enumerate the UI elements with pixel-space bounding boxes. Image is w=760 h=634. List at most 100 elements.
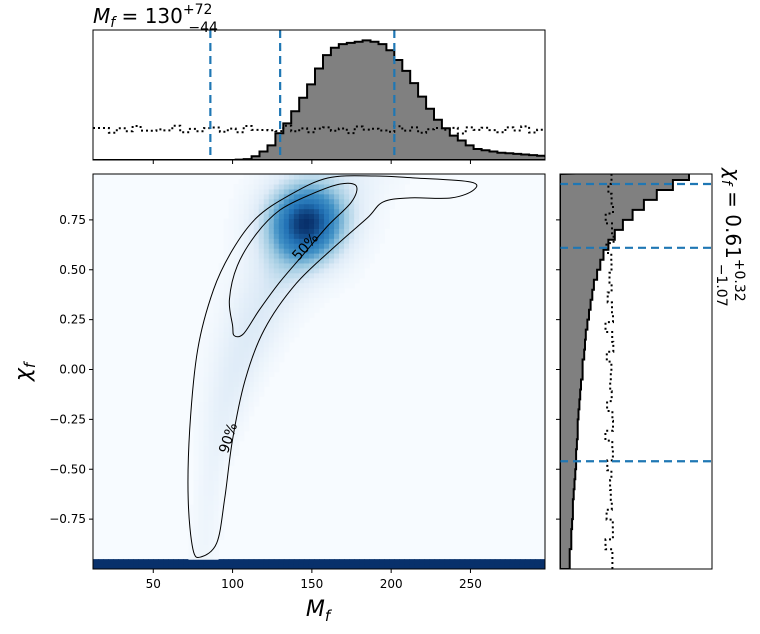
density-cell [313, 262, 320, 269]
density-cell [298, 218, 305, 224]
density-cell [449, 564, 456, 569]
density-cell [273, 188, 280, 195]
density-cell [459, 559, 466, 565]
density-cell [288, 292, 295, 299]
density-cell [203, 460, 210, 466]
density-cell [324, 174, 330, 180]
density-cell [253, 208, 260, 215]
density-cell [173, 564, 179, 569]
density-cell [319, 198, 325, 205]
density-cell [223, 223, 230, 229]
density-cell [138, 559, 144, 565]
density-cell [148, 564, 154, 569]
density-cell [238, 396, 245, 402]
density-cell [238, 218, 245, 224]
density-cell [359, 213, 365, 220]
density-cell [233, 336, 240, 343]
density-cell [329, 564, 335, 569]
density-cell [228, 223, 235, 229]
density-cell [218, 272, 225, 279]
density-cell [203, 391, 210, 397]
density-cell [248, 198, 255, 205]
density-cell [143, 559, 149, 565]
density-cell [253, 282, 260, 289]
density-cell [223, 346, 230, 353]
density-cell [379, 183, 385, 190]
density-cell [233, 327, 240, 333]
density-cell [193, 391, 200, 397]
density-cell [334, 253, 340, 259]
density-cell [178, 559, 184, 565]
density-cell [319, 262, 325, 269]
density-cell [223, 287, 230, 294]
density-cell [324, 272, 330, 279]
density-cell [273, 341, 280, 348]
density-cell [208, 440, 215, 447]
density-cell [208, 504, 215, 511]
mf-histogram-ticks [152, 160, 471, 164]
density-cell [334, 203, 340, 210]
density-cell [394, 183, 400, 190]
density-cell [218, 509, 225, 516]
density-cell [334, 198, 340, 205]
density-cell [253, 317, 260, 323]
density-cell [258, 257, 265, 264]
density-cell [268, 332, 275, 338]
density-cell [258, 381, 265, 387]
density-cell [203, 475, 210, 481]
density-cell [203, 554, 210, 560]
density-cell [344, 248, 350, 254]
density-cell [283, 174, 290, 180]
density-cell [208, 435, 215, 442]
density-cell [208, 401, 215, 407]
density-cell [233, 253, 240, 259]
density-cell [339, 183, 345, 190]
density-cell [359, 257, 365, 264]
density-cell [228, 376, 235, 382]
density-cell [218, 262, 225, 269]
density-cell [218, 514, 225, 521]
density-cell [243, 415, 250, 422]
density-cell [218, 440, 225, 447]
density-cell [203, 480, 210, 486]
density-cell [253, 198, 260, 205]
density-cell [198, 490, 205, 496]
density-cell [379, 559, 385, 565]
density-cell [243, 381, 250, 387]
density-cell [158, 564, 164, 569]
density-cell [359, 203, 365, 210]
density-cell [354, 257, 360, 264]
density-cell [504, 559, 511, 565]
density-cell [223, 445, 230, 452]
density-cell [334, 559, 340, 565]
density-cell [258, 346, 265, 353]
density-cell [384, 213, 390, 220]
density-cell [258, 203, 265, 210]
density-cell [218, 420, 225, 427]
density-cell [313, 248, 320, 254]
density-cell [534, 564, 541, 569]
density-cell [203, 499, 210, 506]
density-cell [218, 317, 225, 323]
density-cell [258, 188, 265, 195]
density-cell [228, 455, 235, 461]
density-cell [193, 494, 200, 501]
density-cell [324, 188, 330, 195]
density-cell [389, 188, 395, 195]
density-cell [258, 248, 265, 254]
density-cell [354, 272, 360, 279]
density-cell [243, 257, 250, 264]
density-cell [273, 257, 280, 264]
density-cell [253, 559, 260, 565]
density-cell [248, 406, 255, 412]
density-cell [273, 178, 280, 185]
density-cell [208, 445, 215, 452]
density-cell [334, 282, 340, 289]
density-cell [303, 272, 310, 279]
density-cell [273, 203, 280, 210]
density-cell [308, 183, 315, 190]
density-cell [223, 356, 230, 363]
density-cell [344, 174, 350, 180]
density-cell [263, 366, 270, 373]
density-cell [369, 183, 375, 190]
